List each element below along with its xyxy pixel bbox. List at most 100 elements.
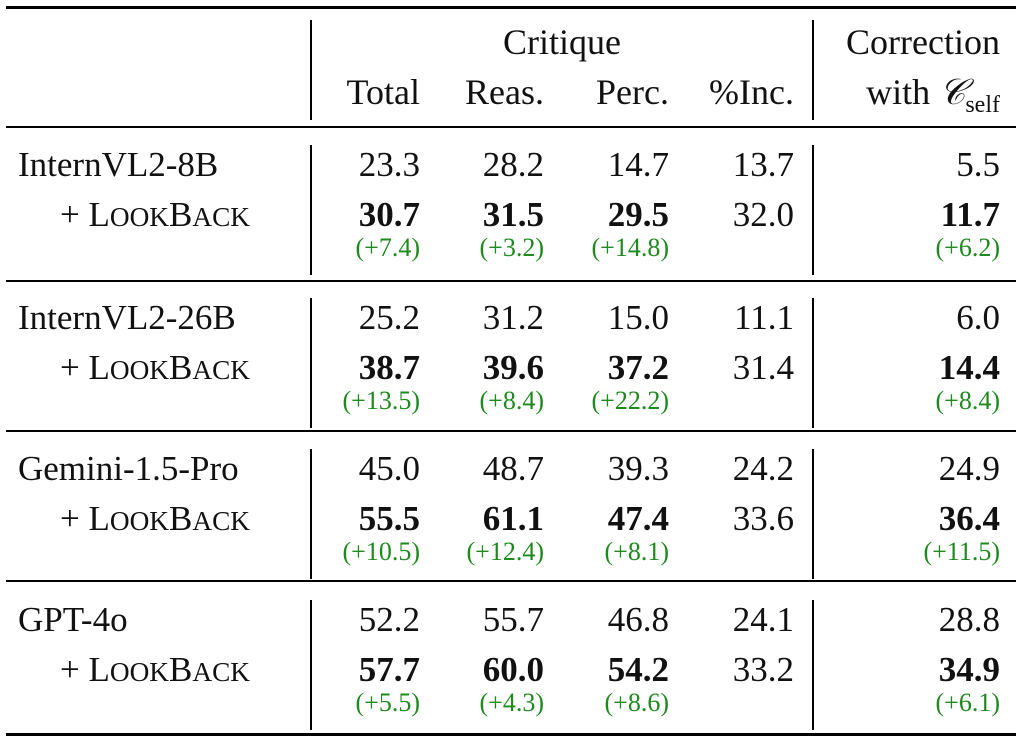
base-corr-value: 6.0 — [956, 298, 1000, 337]
header-rule — [6, 126, 1016, 128]
lookback-prefix: + L — [60, 650, 110, 689]
col-header-inc: %Inc. — [709, 72, 794, 112]
lookback-corr-value: 14.4 — [938, 348, 1000, 387]
base-total-value: 23.3 — [358, 145, 420, 184]
lookback-prefix: + L — [60, 348, 110, 387]
lookback-inc-value: 31.4 — [732, 348, 794, 387]
group-rule-1 — [6, 280, 1016, 282]
delta-total: (+13.5) — [342, 386, 420, 415]
base-corr-value: 28.8 — [938, 600, 1000, 639]
vline-left-group-2 — [310, 298, 312, 428]
correction-header-line2: with 𝒞self — [800, 74, 1000, 117]
lookback-inc-value: 33.2 — [732, 650, 794, 689]
delta-perc: (+14.8) — [591, 233, 669, 262]
delta-reas: (+4.3) — [479, 688, 544, 717]
base-total-value: 45.0 — [358, 449, 420, 488]
col-header-total: Total — [346, 72, 420, 112]
lookback-total-value: 38.7 — [358, 348, 420, 387]
base-perc-value: 46.8 — [607, 600, 669, 639]
vline-right-group-1 — [812, 145, 814, 275]
lookback-inc-value: 33.6 — [732, 499, 794, 538]
vline-right-group-4 — [812, 600, 814, 730]
col-header-reas: Reas. — [465, 72, 544, 112]
lookback-name-a: OOK — [109, 202, 170, 232]
delta-perc: (+8.1) — [604, 537, 669, 566]
lookback-name-a: OOK — [109, 355, 170, 385]
lookback-perc-value: 47.4 — [607, 499, 669, 538]
lookback-corr-value: 11.7 — [940, 195, 1000, 234]
critique-header: Critique — [503, 22, 621, 62]
base-total-value: 52.2 — [358, 600, 420, 639]
model-name: InternVL2-26B — [18, 298, 236, 337]
vline-right-group-3 — [812, 449, 814, 579]
base-inc-value: 11.1 — [734, 298, 794, 337]
lookback-perc-value: 54.2 — [607, 650, 669, 689]
lookback-name-b: B — [169, 195, 193, 234]
top-rule — [6, 6, 1016, 9]
correction-prefix: with — [866, 72, 940, 112]
lookback-perc-value: 37.2 — [607, 348, 669, 387]
lookback-corr-value: 36.4 — [938, 499, 1000, 538]
base-reas-value: 55.7 — [482, 600, 544, 639]
lookback-prefix: + L — [60, 195, 110, 234]
group-rule-3 — [6, 580, 1016, 582]
model-name: GPT-4o — [18, 600, 128, 639]
lookback-inc-value: 32.0 — [732, 195, 794, 234]
base-inc-value: 13.7 — [732, 145, 794, 184]
lookback-reas-value: 31.5 — [482, 195, 544, 234]
base-total-value: 25.2 — [358, 298, 420, 337]
vline-left-group-1 — [310, 145, 312, 275]
delta-corr: (+8.4) — [935, 386, 1000, 415]
lookback-reas-value: 39.6 — [482, 348, 544, 387]
delta-perc: (+22.2) — [591, 386, 669, 415]
base-corr-value: 5.5 — [956, 145, 1000, 184]
base-reas-value: 28.2 — [482, 145, 544, 184]
lookback-total-value: 55.5 — [358, 499, 420, 538]
model-name: InternVL2-8B — [18, 145, 219, 184]
col-header-perc: Perc. — [596, 72, 669, 112]
lookback-name-c: ACK — [192, 355, 251, 385]
model-name: Gemini-1.5-Pro — [18, 449, 239, 488]
vline-left-group-4 — [310, 600, 312, 730]
delta-corr: (+6.2) — [935, 233, 1000, 262]
base-reas-value: 31.2 — [482, 298, 544, 337]
delta-total: (+7.4) — [355, 233, 420, 262]
bottom-rule — [6, 733, 1016, 736]
lookback-perc-value: 29.5 — [607, 195, 669, 234]
base-inc-value: 24.2 — [732, 449, 794, 488]
delta-perc: (+8.6) — [604, 688, 669, 717]
lookback-label: + LOOKBACK — [60, 197, 250, 232]
lookback-name-b: B — [169, 650, 193, 689]
base-perc-value: 14.7 — [607, 145, 669, 184]
vline-left-group-3 — [310, 449, 312, 579]
delta-reas: (+12.4) — [466, 537, 544, 566]
vline-right-group-2 — [812, 298, 814, 428]
base-reas-value: 48.7 — [482, 449, 544, 488]
lookback-total-value: 57.7 — [358, 650, 420, 689]
header-vline-left — [310, 20, 312, 120]
base-inc-value: 24.1 — [732, 600, 794, 639]
lookback-name-a: OOK — [109, 657, 170, 687]
lookback-corr-value: 34.9 — [938, 650, 1000, 689]
correction-header-line1: Correction — [846, 22, 1000, 62]
delta-total: (+10.5) — [342, 537, 420, 566]
lookback-name-c: ACK — [192, 506, 251, 536]
lookback-name-c: ACK — [192, 657, 251, 687]
lookback-label: + LOOKBACK — [60, 652, 250, 687]
lookback-name-c: ACK — [192, 202, 251, 232]
lookback-reas-value: 60.0 — [482, 650, 544, 689]
delta-reas: (+8.4) — [479, 386, 544, 415]
delta-total: (+5.5) — [355, 688, 420, 717]
base-corr-value: 24.9 — [938, 449, 1000, 488]
correction-subscript: self — [965, 92, 1000, 119]
lookback-label: + LOOKBACK — [60, 350, 250, 385]
lookback-name-a: OOK — [109, 506, 170, 536]
delta-reas: (+3.2) — [479, 233, 544, 262]
group-rule-2 — [6, 430, 1016, 432]
delta-corr: (+11.5) — [923, 537, 1000, 566]
lookback-name-b: B — [169, 499, 193, 538]
delta-corr: (+6.1) — [935, 688, 1000, 717]
lookback-label: + LOOKBACK — [60, 501, 250, 536]
header-vline-right — [812, 20, 814, 120]
base-perc-value: 39.3 — [607, 449, 669, 488]
